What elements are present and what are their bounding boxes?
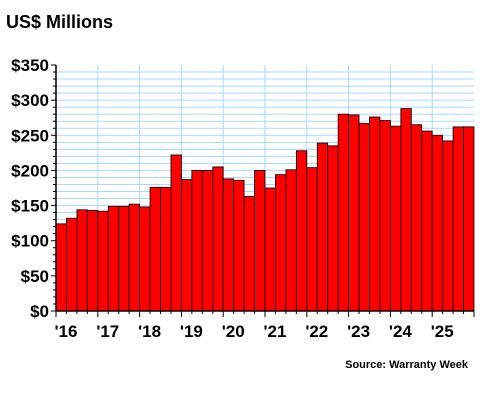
y-tick-label: $100 [11,232,49,251]
bar [327,145,339,312]
x-tick-label: '23 [347,322,370,341]
bar [139,206,151,312]
bar [107,205,120,312]
bar [295,150,308,312]
x-tick-label: '19 [180,322,203,341]
bar [118,205,130,312]
bar [149,186,161,312]
bar [358,122,370,312]
x-tick-label: '25 [431,322,454,341]
bar [55,223,67,312]
bar [285,169,297,312]
bar [222,178,235,312]
bar [389,125,402,312]
bar [254,170,266,312]
bar [452,126,464,312]
x-tick-label: '21 [264,322,287,341]
bar [463,126,475,312]
y-tick-label: $200 [11,161,49,180]
bar [348,114,360,312]
y-tick-label: $150 [11,197,49,216]
x-tick-label: '16 [55,322,78,341]
x-tick-label: '22 [305,322,328,341]
bar [180,179,193,312]
bar [316,142,329,312]
bar [170,154,182,312]
bar [97,210,109,312]
x-tick-label: '20 [222,322,245,341]
bar [410,124,423,312]
bar [421,130,433,312]
bar [212,166,224,312]
bar [243,196,255,312]
bar [201,170,214,312]
chart-title: US$ Millions [6,12,114,32]
y-tick-label: $350 [11,56,49,75]
x-tick-label: '18 [138,322,161,341]
y-tick-label: $50 [21,267,49,286]
x-tick-label: '24 [389,322,412,341]
bar [264,187,276,312]
bar [400,108,412,312]
bar [86,210,99,312]
bar [233,179,245,312]
bar [431,134,444,312]
bar [66,217,78,312]
y-tick-label: $0 [30,302,49,321]
bar [369,116,381,312]
source-note: Source: Warranty Week [345,359,468,371]
x-tick-label: '17 [96,322,119,341]
y-tick-label: $250 [11,126,49,145]
bar [128,203,140,312]
bar [379,120,391,312]
bar [191,170,203,312]
bar [275,174,287,312]
bar [442,140,454,312]
bar [306,167,318,312]
y-tick-label: $300 [11,91,49,110]
bar [76,209,88,312]
bar [160,186,172,312]
bar [337,113,349,312]
